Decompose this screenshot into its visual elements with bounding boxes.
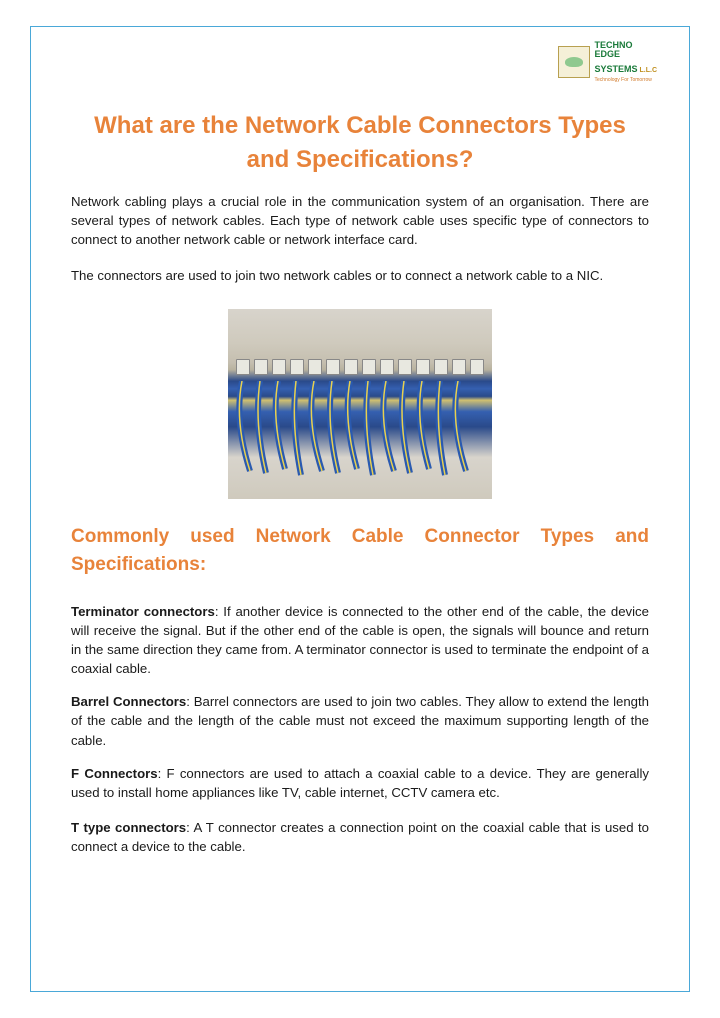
port [362,359,376,375]
section-label: T type connectors [71,820,186,835]
logo-tagline: Technology For Tomorrow [594,78,657,83]
port [326,359,340,375]
section-barrel: Barrel Connectors: Barrel connectors are… [71,692,649,749]
port [470,359,484,375]
logo-text-block: TECHNO EDGE SYSTEMSL.L.C Technology For … [594,41,657,83]
logo-line-3: SYSTEMS [594,64,637,74]
cable-icon [236,381,250,471]
cable-icon [362,381,376,471]
section-label: Terminator connectors [71,604,215,619]
subtitle: Commonly used Network Cable Connector Ty… [71,523,649,580]
port [344,359,358,375]
cable-icon [254,381,268,471]
port [452,359,466,375]
cable-icon [308,381,322,471]
ports-row [228,359,492,375]
network-cables-image [228,309,492,499]
section-f: F Connectors: F connectors are used to a… [71,764,649,802]
cloud-icon [565,57,583,67]
port [308,359,322,375]
cable-icon [272,381,286,471]
cable-icon [398,381,412,471]
port [434,359,448,375]
intro-paragraph-2: The connectors are used to join two netw… [71,266,649,285]
cable-icon [290,381,304,471]
page-border: TECHNO EDGE SYSTEMSL.L.C Technology For … [30,26,690,992]
section-label: F Connectors [71,766,158,781]
section-terminator: Terminator connectors: If another device… [71,602,649,679]
image-container [71,309,649,499]
logo-line-3-wrap: SYSTEMSL.L.C [594,60,657,77]
logo-line-2: EDGE [594,50,657,59]
logo-icon [558,46,590,78]
port [272,359,286,375]
port [416,359,430,375]
section-text: : F connectors are used to attach a coax… [71,766,649,800]
port [398,359,412,375]
cable-icon [416,381,430,471]
intro-paragraph-1: Network cabling plays a crucial role in … [71,192,649,249]
cable-icon [380,381,394,471]
port [380,359,394,375]
document-page: TECHNO EDGE SYSTEMSL.L.C Technology For … [0,0,720,1018]
logo-suffix: L.L.C [640,67,658,74]
port [254,359,268,375]
cable-icon [452,381,466,471]
page-title: What are the Network Cable Connectors Ty… [71,109,649,176]
section-t: T type connectors: A T connector creates… [71,818,649,856]
cable-icon [326,381,340,471]
section-label: Barrel Connectors [71,694,186,709]
company-logo: TECHNO EDGE SYSTEMSL.L.C Technology For … [558,41,657,83]
port [290,359,304,375]
cable-icon [344,381,358,471]
port [236,359,250,375]
cables-row [228,381,492,471]
cable-icon [434,381,448,471]
